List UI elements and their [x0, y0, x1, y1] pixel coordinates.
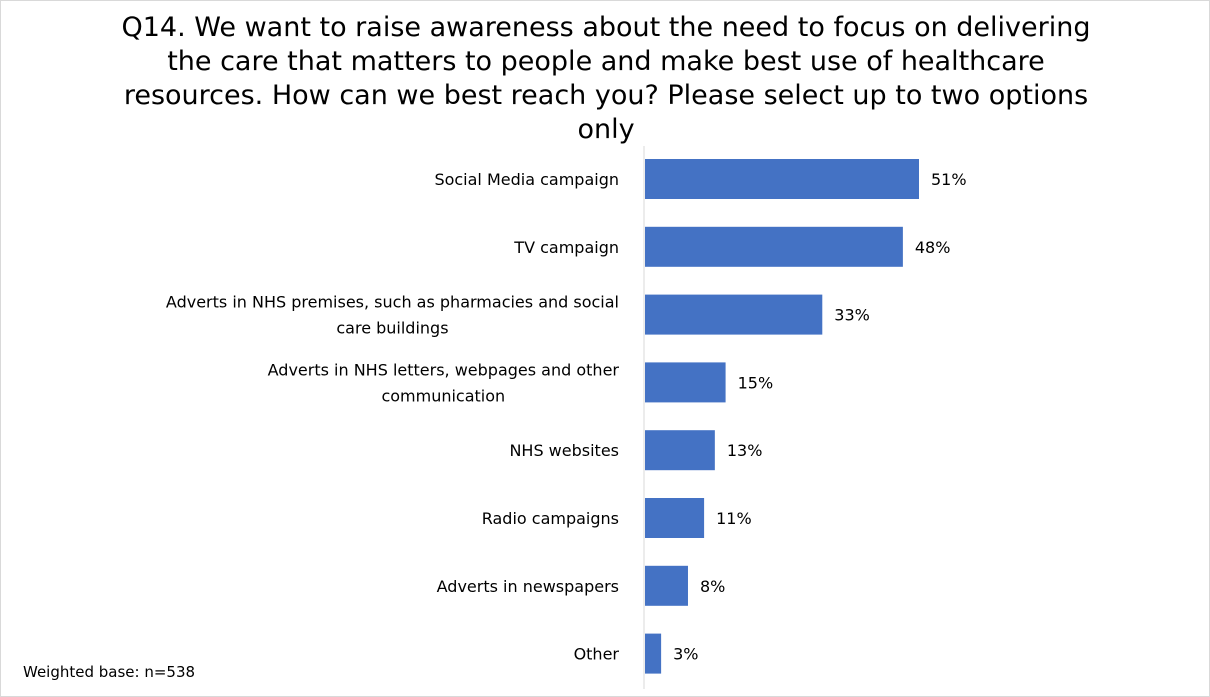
category-label-3: Adverts in NHS letters, webpages and oth… — [268, 360, 620, 405]
weighted-base-note: Weighted base: n=538 — [23, 663, 196, 681]
data-label-6: 8% — [700, 577, 725, 596]
data-label-7: 3% — [673, 645, 698, 664]
category-label-1: TV campaign — [513, 238, 619, 257]
bar-0 — [645, 159, 919, 199]
bar-6 — [645, 565, 688, 606]
data-label-2: 33% — [834, 306, 870, 325]
bar-3 — [645, 362, 726, 403]
category-label-2: Adverts in NHS premises, such as pharmac… — [166, 293, 619, 338]
bar-1 — [645, 226, 903, 267]
category-label-4: NHS websites — [509, 441, 619, 460]
data-label-3: 15% — [738, 373, 774, 392]
chart-title: Q14. We want to raise awareness about th… — [121, 12, 1091, 145]
bar-7 — [645, 633, 662, 674]
data-label-0: 51% — [931, 170, 967, 189]
category-label-7: Other — [574, 645, 620, 664]
data-label-4: 13% — [727, 441, 763, 460]
data-label-1: 48% — [915, 238, 951, 257]
bar-4 — [645, 430, 715, 471]
bar-5 — [645, 498, 705, 538]
data-label-5: 11% — [716, 509, 752, 528]
category-label-0: Social Media campaign — [434, 170, 619, 189]
category-label-6: Adverts in newspapers — [437, 577, 619, 596]
category-label-5: Radio campaigns — [482, 509, 619, 528]
bar-2 — [645, 294, 823, 335]
